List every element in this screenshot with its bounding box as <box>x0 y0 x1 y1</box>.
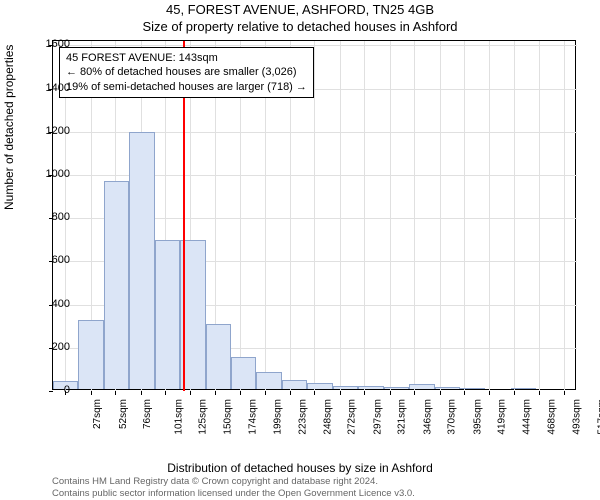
histogram-bar <box>460 388 485 389</box>
plot-frame: 27sqm52sqm76sqm101sqm125sqm150sqm174sqm1… <box>52 40 576 390</box>
gridline-vertical <box>414 41 415 391</box>
histogram-bar <box>358 386 383 389</box>
x-tick-mark <box>464 391 465 395</box>
x-tick-label: 395sqm <box>472 399 483 435</box>
histogram-bar <box>409 384 434 389</box>
gridline-vertical <box>390 41 391 391</box>
footer-line-2: Contains public sector information licen… <box>52 488 415 499</box>
x-tick-mark <box>265 391 266 395</box>
x-axis-label: Distribution of detached houses by size … <box>0 461 600 475</box>
x-tick-label: 272sqm <box>347 399 358 435</box>
x-tick-mark <box>340 391 341 395</box>
x-tick-mark <box>165 391 166 395</box>
histogram-bar <box>104 181 129 389</box>
footer-line-1: Contains HM Land Registry data © Crown c… <box>52 476 415 487</box>
info-box-line-1: 45 FOREST AVENUE: 143sqm <box>66 51 307 65</box>
y-tick-label: 600 <box>30 254 70 266</box>
x-tick-mark <box>489 391 490 395</box>
x-tick-mark <box>115 391 116 395</box>
histogram-bar <box>129 132 154 389</box>
x-tick-mark <box>314 391 315 395</box>
x-tick-mark <box>390 391 391 395</box>
chart-container: 45, FOREST AVENUE, ASHFORD, TN25 4GB Siz… <box>0 0 600 500</box>
gridline-vertical <box>564 41 565 391</box>
x-tick-label: 248sqm <box>323 399 334 435</box>
x-tick-mark <box>240 391 241 395</box>
info-box-line-3: 19% of semi-detached houses are larger (… <box>66 80 307 94</box>
x-tick-label: 517sqm <box>596 399 600 435</box>
x-tick-mark <box>290 391 291 395</box>
y-tick-label: 1200 <box>30 125 70 137</box>
x-tick-mark <box>91 391 92 395</box>
gridline-vertical <box>440 41 441 391</box>
gridline-vertical <box>514 41 515 391</box>
gridline-vertical <box>314 41 315 391</box>
histogram-bar <box>282 380 307 389</box>
x-tick-label: 297sqm <box>373 399 384 435</box>
y-tick-label: 0 <box>30 384 70 396</box>
x-tick-label: 444sqm <box>522 399 533 435</box>
histogram-bar <box>333 386 358 389</box>
y-tick-label: 400 <box>30 298 70 310</box>
footer-attribution: Contains HM Land Registry data © Crown c… <box>52 476 415 499</box>
x-tick-label: 199sqm <box>273 399 284 435</box>
histogram-bar <box>511 388 536 389</box>
x-tick-mark <box>190 391 191 395</box>
x-tick-mark <box>364 391 365 395</box>
x-tick-label: 76sqm <box>142 399 153 429</box>
histogram-bar <box>155 240 180 389</box>
gridline-vertical <box>364 41 365 391</box>
plot-area: 27sqm52sqm76sqm101sqm125sqm150sqm174sqm1… <box>52 40 576 390</box>
info-box-line-2: ← 80% of detached houses are smaller (3,… <box>66 65 307 79</box>
x-tick-mark <box>514 391 515 395</box>
x-tick-label: 468sqm <box>546 399 557 435</box>
x-tick-label: 223sqm <box>297 399 308 435</box>
x-tick-label: 346sqm <box>422 399 433 435</box>
x-tick-label: 125sqm <box>198 399 209 435</box>
y-tick-label: 1000 <box>30 168 70 180</box>
x-tick-label: 493sqm <box>572 399 583 435</box>
chart-subtitle: Size of property relative to detached ho… <box>0 19 600 34</box>
x-tick-mark <box>440 391 441 395</box>
x-tick-mark <box>141 391 142 395</box>
histogram-bar <box>307 383 332 389</box>
x-tick-label: 27sqm <box>92 399 103 429</box>
y-tick-label: 1600 <box>30 38 70 50</box>
gridline-vertical <box>464 41 465 391</box>
gridline-vertical <box>340 41 341 391</box>
x-tick-mark <box>564 391 565 395</box>
y-tick-label: 800 <box>30 211 70 223</box>
gridline-vertical <box>489 41 490 391</box>
x-tick-mark <box>215 391 216 395</box>
y-tick-label: 1400 <box>30 82 70 94</box>
histogram-bar <box>435 387 460 389</box>
x-tick-label: 174sqm <box>247 399 258 435</box>
y-tick-label: 200 <box>30 341 70 353</box>
y-axis-label: Number of detached properties <box>2 45 16 210</box>
chart-title: 45, FOREST AVENUE, ASHFORD, TN25 4GB <box>0 2 600 17</box>
histogram-bar <box>384 387 409 389</box>
x-tick-label: 101sqm <box>173 399 184 435</box>
histogram-bar <box>231 357 256 389</box>
histogram-bar <box>256 372 281 389</box>
x-tick-mark <box>414 391 415 395</box>
x-tick-label: 321sqm <box>397 399 408 435</box>
info-box: 45 FOREST AVENUE: 143sqm← 80% of detache… <box>59 47 314 98</box>
histogram-bar <box>78 320 103 389</box>
x-tick-label: 419sqm <box>497 399 508 435</box>
gridline-vertical <box>539 41 540 391</box>
x-tick-mark <box>539 391 540 395</box>
x-tick-label: 150sqm <box>223 399 234 435</box>
histogram-bar <box>206 324 231 389</box>
x-tick-label: 370sqm <box>447 399 458 435</box>
x-tick-label: 52sqm <box>118 399 129 429</box>
